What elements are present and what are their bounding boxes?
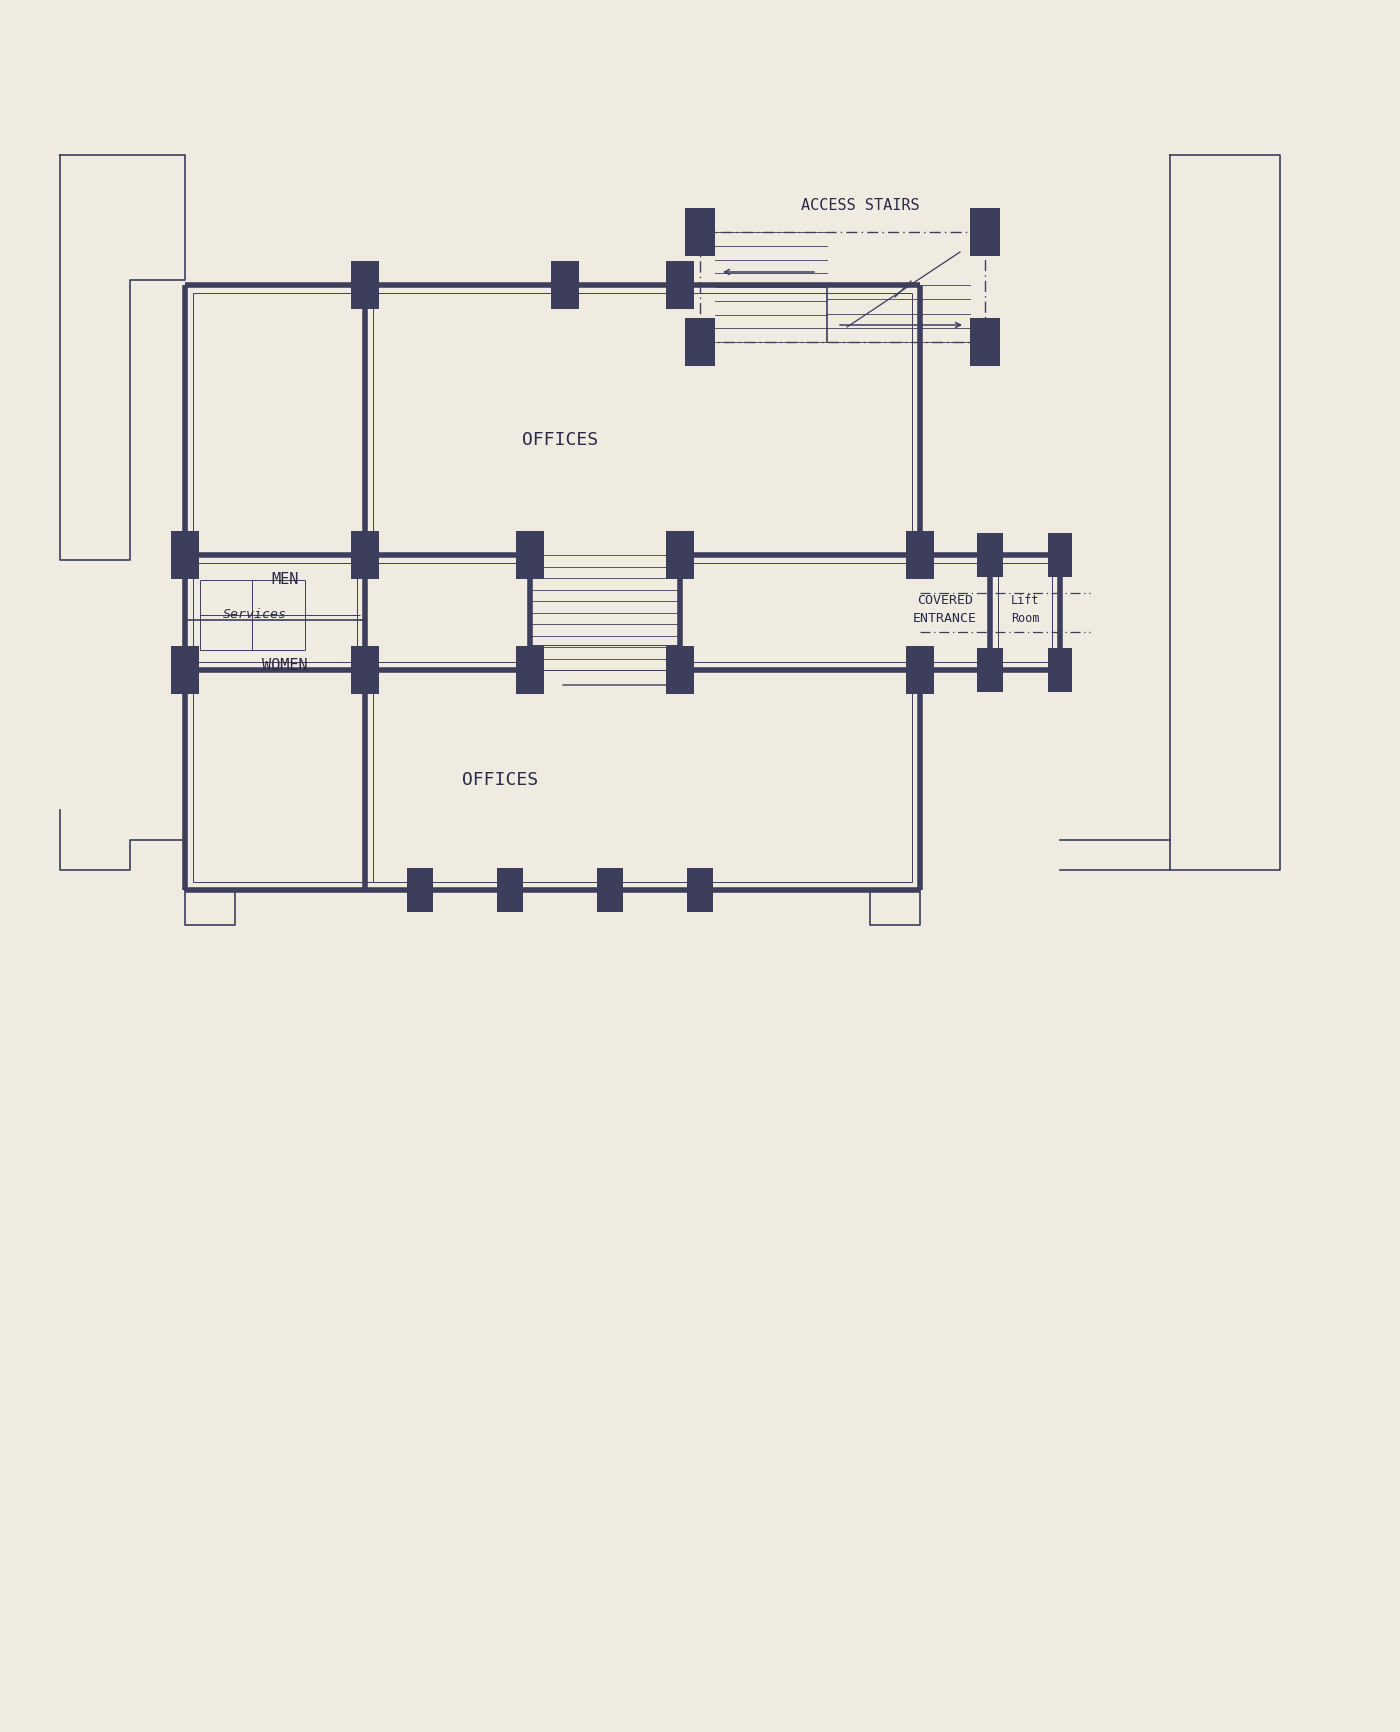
Bar <box>171 646 199 695</box>
Bar <box>666 646 694 695</box>
Text: Lift
Room: Lift Room <box>1011 594 1039 625</box>
Bar <box>977 533 1002 577</box>
Text: COVERED
ENTRANCE: COVERED ENTRANCE <box>913 594 977 625</box>
Text: OFFICES: OFFICES <box>522 431 598 449</box>
Bar <box>970 208 1000 256</box>
Bar <box>1049 648 1072 693</box>
Bar <box>407 868 433 913</box>
Bar <box>687 868 713 913</box>
Bar <box>171 532 199 578</box>
Text: ACCESS STAIRS: ACCESS STAIRS <box>801 197 920 213</box>
Bar <box>977 648 1002 693</box>
Bar <box>685 208 715 256</box>
Bar <box>497 868 524 913</box>
Bar <box>552 262 580 308</box>
Bar <box>351 532 379 578</box>
Bar <box>970 319 1000 365</box>
Bar <box>517 646 545 695</box>
Bar <box>517 532 545 578</box>
Bar <box>596 868 623 913</box>
Text: MEN: MEN <box>272 573 298 587</box>
Bar <box>906 532 934 578</box>
Bar <box>906 646 934 695</box>
Text: Services: Services <box>223 608 287 622</box>
Text: WOMEN: WOMEN <box>262 658 308 672</box>
Bar <box>685 319 715 365</box>
Bar <box>666 262 694 308</box>
Bar <box>351 646 379 695</box>
Bar <box>666 532 694 578</box>
Text: OFFICES: OFFICES <box>462 771 538 790</box>
Bar <box>351 262 379 308</box>
Bar <box>1049 533 1072 577</box>
